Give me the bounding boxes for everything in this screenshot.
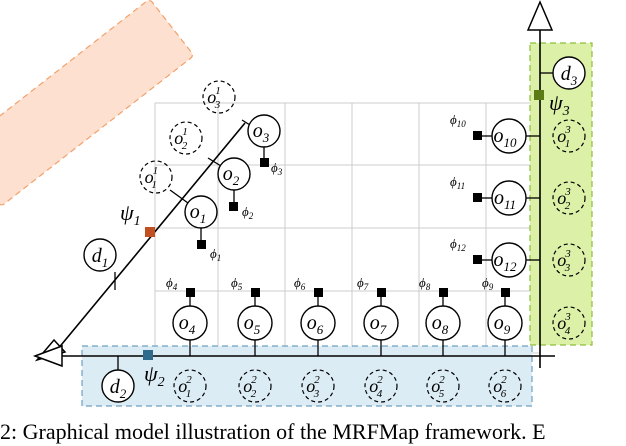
phi9-label: ϕ9 <box>482 275 494 292</box>
ray1-node-3 <box>202 80 236 114</box>
ray3-arrowhead <box>526 0 554 31</box>
o3-label: o3 <box>253 120 270 145</box>
psi-3-factor <box>534 90 544 100</box>
ray2-node-2 <box>238 369 272 403</box>
phi-8-factor <box>439 288 448 297</box>
phi12-label: ϕ12 <box>450 236 466 253</box>
phi-labels: ϕ1 ϕ2 ϕ3 ϕ4 ϕ5 ϕ6 ϕ7 ϕ8 ϕ9 ϕ10 ϕ11 ϕ12 <box>166 112 494 292</box>
psi-2-factor <box>143 350 153 360</box>
phi8-label: ϕ8 <box>419 275 431 292</box>
ray-node-circles <box>139 80 586 403</box>
phi-3-factor <box>260 158 269 167</box>
voxel-node-o11 <box>491 180 527 216</box>
psi2-label: ψ2 <box>144 361 165 390</box>
phi4-label: ϕ4 <box>166 275 178 292</box>
phi5-label: ϕ5 <box>231 275 243 292</box>
o4-label: o4 <box>179 312 196 337</box>
phi11-label: ϕ11 <box>450 174 465 191</box>
d1-label: d1 <box>92 245 109 270</box>
ray-node-labels: o1 1 o1 2 o1 3 o2 1 o2 2 o2 3 o2 4 o2 5 o2 6 o3 1 … <box>145 85 572 400</box>
phi-10-factor <box>473 131 482 140</box>
voxel-node-o10 <box>491 118 527 154</box>
o5-label: o5 <box>244 312 261 337</box>
phi-2-factor <box>229 202 238 211</box>
o1-label: o1 <box>190 201 207 226</box>
ray1-region <box>0 0 193 206</box>
ray2-node-5-label: o2 5 <box>431 374 445 400</box>
o9-label: o9 <box>494 312 511 337</box>
phi1-label: ϕ1 <box>210 246 221 263</box>
phi-11-factor <box>473 193 482 202</box>
ray3-node-3 <box>552 243 586 277</box>
phi-4-factor <box>186 288 195 297</box>
phi-9-factor <box>501 288 510 297</box>
phi2-label: ϕ2 <box>242 204 254 221</box>
ray3-node-1 <box>552 119 586 153</box>
ray3-node-2-label: o3 2 <box>557 186 571 212</box>
voxel-node-circles <box>172 114 527 341</box>
ray2-node-3 <box>301 369 335 403</box>
voxel-node-o12 <box>491 242 527 278</box>
depth-node-d3 <box>552 56 586 90</box>
psi-1-factor <box>145 227 155 237</box>
phi10-label: ϕ10 <box>450 112 466 129</box>
voxel-grid <box>154 102 540 354</box>
voxel-node-o3 <box>247 114 281 148</box>
voxel-node-labels: o1 o2 o3 o4 o5 o6 o7 o8 o9 o10 o11 o12 <box>179 120 517 337</box>
phi-7-factor <box>377 288 386 297</box>
o11-label: o11 <box>494 187 516 212</box>
phi3-label: ϕ3 <box>271 160 283 177</box>
ray3-node-4-label: o3 4 <box>557 311 571 337</box>
ray1-node-1-label: o1 1 <box>145 165 158 191</box>
phi-1-factor <box>197 240 206 249</box>
o7-label: o7 <box>370 312 387 337</box>
mrfmap-diagram: d1 d2 d3 ψ1 ψ2 ψ3 o1 o2 o3 o4 o5 o6 o7 o… <box>0 0 593 407</box>
phi-5-factor <box>251 288 260 297</box>
ray2-node-6-label: o2 6 <box>493 374 507 400</box>
ray2-node-2-label: o2 2 <box>243 374 257 400</box>
ray1-node-3-label: o1 3 <box>207 85 221 111</box>
phi6-label: ϕ6 <box>294 275 306 292</box>
voxel-node-o6 <box>300 305 336 341</box>
ray2-arrowhead <box>32 344 63 368</box>
d3-label: d3 <box>561 63 578 88</box>
voxel-node-o1 <box>184 195 218 229</box>
d2-label: d2 <box>110 376 127 401</box>
figure-caption: 2: Graphical model illustration of the M… <box>0 419 546 444</box>
ray3-node-4 <box>552 306 586 340</box>
voxel-node-o5 <box>237 305 273 341</box>
o8-label: o8 <box>432 312 449 337</box>
o2-label: o2 <box>223 163 240 188</box>
voxel-node-o4 <box>172 305 208 341</box>
o10-label: o10 <box>494 125 518 150</box>
phi7-label: ϕ7 <box>357 275 369 292</box>
ray2-node-3-label: o2 3 <box>306 374 320 400</box>
ray3-node-2 <box>552 181 586 215</box>
ray2-node-6 <box>488 369 522 403</box>
voxel-node-o7 <box>363 305 399 341</box>
ray2-node-4 <box>364 369 398 403</box>
depth-nodes <box>83 56 586 403</box>
ray1-node-2-label: o1 2 <box>174 126 188 152</box>
ray2-node-1-label: o2 1 <box>178 374 192 400</box>
psi1-label: ψ1 <box>120 200 141 229</box>
depth-node-d2 <box>101 369 135 403</box>
voxel-node-o2 <box>217 157 251 191</box>
phi-factors <box>186 131 510 297</box>
phi-6-factor <box>314 288 323 297</box>
ray2-node-4-label: o2 4 <box>369 374 383 400</box>
o6-label: o6 <box>307 312 324 337</box>
psi3-label: ψ3 <box>549 90 570 119</box>
depth-node-d1 <box>83 238 117 272</box>
ray3-node-3-label: o3 3 <box>557 248 571 274</box>
phi-12-factor <box>473 255 482 264</box>
ray1-node-2 <box>169 121 203 155</box>
o12-label: o12 <box>494 249 518 274</box>
voxel-node-o8 <box>425 305 461 341</box>
ray3-node-1-label: o3 1 <box>557 124 571 150</box>
ray2-node-1 <box>173 369 207 403</box>
ray1-node-1 <box>139 160 173 194</box>
ray2-node-5 <box>426 369 460 403</box>
voxel-node-o9 <box>487 305 523 341</box>
